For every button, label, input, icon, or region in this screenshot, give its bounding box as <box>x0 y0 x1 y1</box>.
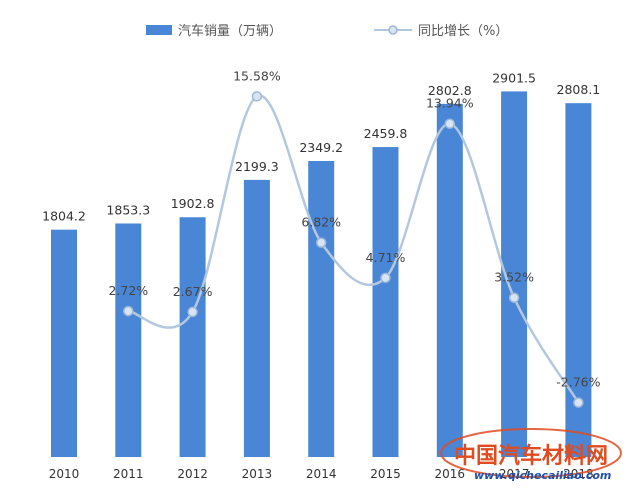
bar-2010 <box>51 229 77 457</box>
growth-marker-2012 <box>187 306 198 318</box>
growth-label-2014: 6.82% <box>301 215 341 230</box>
bar-value-label-2017: 2901.5 <box>492 70 536 85</box>
growth-label-2013: 15.58% <box>233 68 281 83</box>
growth-label-2018: -2.76% <box>556 375 600 390</box>
growth-label-2017: 3.52% <box>494 270 534 285</box>
growth-marker-2017 <box>508 292 520 303</box>
bar-value-label-2013: 2199.3 <box>235 159 279 174</box>
growth-label-2015: 4.71% <box>366 250 406 265</box>
legend-line-marker <box>388 25 398 35</box>
growth-marker-2013 <box>251 91 263 102</box>
x-tick-2013: 2013 <box>242 467 273 481</box>
bar-2016 <box>436 103 463 457</box>
bar-value-label-2012: 1902.8 <box>171 196 215 211</box>
growth-label-2012: 2.67% <box>173 284 213 299</box>
bar-2014 <box>308 161 335 457</box>
growth-line <box>128 94 580 404</box>
x-tick-2012: 2012 <box>177 467 208 481</box>
x-tick-2016: 2016 <box>435 467 466 481</box>
legend: 汽车销量（万辆） 同比增长（%） <box>146 23 508 39</box>
bar-value-label-2016: 2802.8 <box>428 83 472 98</box>
growth-label-2016: 13.94% <box>426 96 474 111</box>
legend-bar-swatch <box>146 25 172 35</box>
bar-value-labels: 1804.2 1853.3 1902.8 2199.3 2349.2 2459.8 2802… <box>42 70 600 223</box>
x-tick-2015: 2015 <box>370 467 401 481</box>
x-tick-2011: 2011 <box>113 467 144 481</box>
growth-markers <box>123 91 584 408</box>
bar-value-label-2018: 2808.1 <box>557 82 601 97</box>
growth-marker-2018 <box>573 397 584 408</box>
growth-label-2011: 2.72% <box>108 283 148 298</box>
logo-url: www.qichecailiao.com <box>474 469 611 482</box>
watermark-logo: 中国汽车材料网 www.qichecailiao.com <box>440 428 622 482</box>
growth-marker-2011 <box>123 305 134 317</box>
bar-value-label-2010: 1804.2 <box>42 209 86 224</box>
growth-value-labels: 2.72% 2.67% 15.58% 6.82% 4.71% 13.94% 3.52% -2.… <box>108 68 600 389</box>
x-tick-2014: 2014 <box>306 467 337 481</box>
growth-marker-2015 <box>380 272 391 284</box>
logo-text: 中国汽车材料网 <box>454 443 608 469</box>
legend-sales-label: 汽车销量（万辆） <box>178 23 282 39</box>
logo-swoosh <box>440 428 622 478</box>
x-tick-2010: 2010 <box>49 467 80 481</box>
growth-marker-2014 <box>315 237 327 248</box>
legend-growth-label: 同比增长（%） <box>418 24 508 39</box>
bar-value-label-2011: 1853.3 <box>106 202 150 217</box>
growth-marker-2016 <box>444 118 456 129</box>
bar-2013 <box>243 179 270 458</box>
bar-2015 <box>372 147 399 458</box>
bar-2011 <box>115 223 142 457</box>
bar-series <box>51 91 592 458</box>
bar-2012 <box>179 217 206 457</box>
bar-value-label-2015: 2459.8 <box>364 126 408 141</box>
bar-value-label-2014: 2349.2 <box>299 140 343 155</box>
